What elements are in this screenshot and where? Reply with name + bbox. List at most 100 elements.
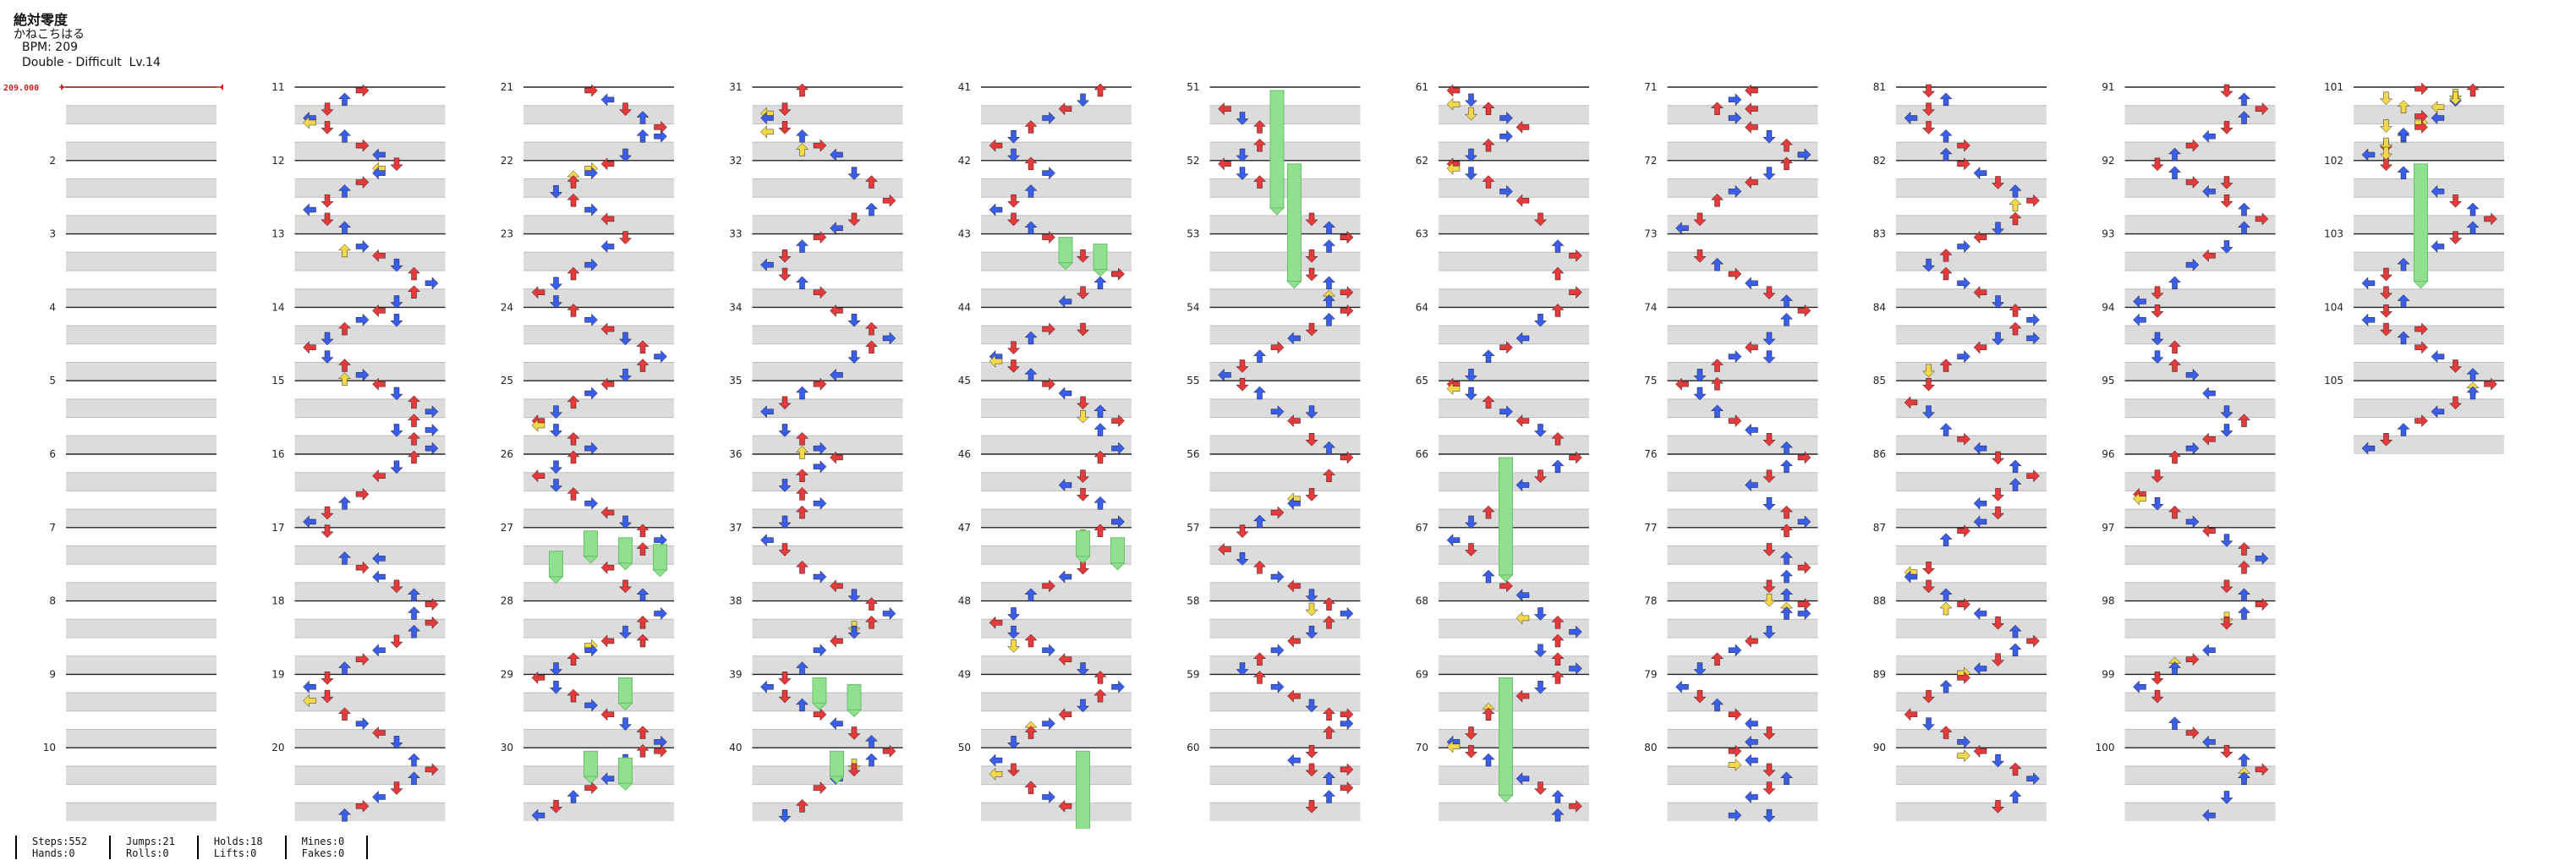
measure-shade — [66, 436, 216, 454]
measure-shade — [1209, 619, 1361, 638]
step-arrow — [1515, 689, 1530, 703]
measure-number: 42 — [958, 155, 971, 167]
step-arrow — [2026, 194, 2040, 207]
step-arrow — [1465, 93, 1477, 107]
step-arrow — [2380, 119, 2392, 133]
step-arrow — [425, 423, 439, 436]
step-arrow — [619, 579, 632, 594]
step-arrow — [1922, 258, 1935, 272]
step-arrow — [390, 460, 403, 474]
measure-shade — [294, 655, 446, 675]
step-arrow — [2220, 121, 2233, 134]
measure-number: 81 — [1873, 81, 1886, 93]
measure-number: 11 — [271, 81, 284, 93]
step-arrow — [1797, 148, 1811, 162]
measure-shade — [66, 472, 216, 491]
step-arrow — [760, 112, 774, 125]
measure-shade — [1209, 655, 1361, 675]
step-arrow — [1711, 193, 1724, 207]
measure-shade — [66, 803, 216, 821]
step-arrow — [355, 487, 370, 501]
step-arrow — [830, 579, 843, 593]
step-arrow — [1534, 212, 1547, 227]
step-arrow — [408, 588, 420, 601]
step-arrow — [1007, 341, 1020, 355]
measure-shade — [981, 693, 1132, 711]
measure-number: 59 — [1187, 668, 1199, 680]
measure-shade — [981, 142, 1132, 161]
measure-shade — [752, 178, 903, 198]
measure-number: 44 — [958, 301, 971, 313]
step-arrow — [355, 561, 370, 574]
step-arrow — [2397, 331, 2410, 345]
step-arrow — [1482, 707, 1495, 721]
step-arrow — [1957, 524, 1970, 538]
step-arrow — [303, 341, 316, 354]
hold-tail — [1092, 269, 1109, 277]
step-arrow — [1957, 432, 1970, 446]
measure-shade — [752, 545, 903, 565]
step-arrow — [1762, 167, 1776, 180]
measure-shade — [1439, 803, 1589, 821]
measure-shade — [1439, 765, 1589, 785]
measure-shade — [1209, 545, 1361, 565]
step-arrow — [550, 295, 562, 309]
step-arrow — [1077, 488, 1089, 502]
measure-shade — [981, 326, 1132, 344]
measure-number: 101 — [2324, 81, 2343, 93]
step-arrow — [619, 515, 632, 529]
step-arrow — [796, 505, 808, 519]
step-arrow — [813, 496, 827, 510]
stats-col-holds: Holds:18 Lifts:0 — [196, 836, 285, 859]
step-arrow — [1939, 359, 1953, 372]
step-arrow — [847, 589, 861, 603]
step-arrow — [1077, 286, 1089, 299]
step-arrow — [1551, 616, 1565, 629]
step-arrow — [1340, 231, 1354, 244]
step-arrow — [813, 231, 827, 244]
step-arrow — [1973, 167, 1987, 180]
step-arrow — [303, 515, 316, 529]
step-arrow — [1939, 726, 1953, 739]
step-arrow — [1797, 304, 1811, 317]
measure-shade — [2354, 105, 2504, 124]
measure-shade — [1439, 619, 1589, 638]
step-arrow — [1551, 432, 1565, 446]
step-arrow — [778, 689, 792, 704]
step-arrow — [2255, 551, 2269, 565]
step-arrow — [1093, 423, 1107, 436]
step-arrow — [1323, 276, 1335, 290]
measure-shade — [2124, 655, 2276, 675]
measure-number: 93 — [2102, 228, 2114, 240]
measure-shade — [294, 105, 446, 124]
step-arrow — [372, 644, 386, 657]
step-arrow — [1465, 148, 1477, 162]
step-arrow — [1305, 212, 1318, 227]
hold-tail — [652, 569, 668, 578]
measure-shade — [1439, 509, 1589, 528]
measure-shade — [66, 693, 216, 711]
step-arrow — [1287, 414, 1301, 428]
measure-shade — [1667, 729, 1818, 748]
hold-body — [1269, 90, 1285, 209]
step-arrow — [321, 689, 334, 704]
step-arrow — [1024, 726, 1038, 739]
step-arrow — [847, 212, 861, 227]
step-arrow — [1534, 424, 1547, 437]
step-arrow — [1340, 717, 1354, 731]
step-arrow — [1992, 506, 2004, 520]
measure-number: 84 — [1873, 301, 1886, 313]
step-arrow — [2361, 148, 2376, 162]
step-arrow — [2238, 542, 2250, 556]
step-arrow — [390, 634, 403, 649]
step-arrow — [989, 616, 1003, 629]
measure-shade — [1896, 252, 2047, 271]
measure-shade — [66, 765, 216, 785]
step-arrow — [1305, 699, 1318, 713]
step-arrow — [1745, 735, 1758, 748]
step-arrow — [813, 781, 827, 795]
step-arrow — [321, 506, 334, 520]
step-arrow — [1093, 450, 1107, 464]
step-arrow — [600, 212, 615, 226]
step-arrow — [1973, 341, 1987, 354]
